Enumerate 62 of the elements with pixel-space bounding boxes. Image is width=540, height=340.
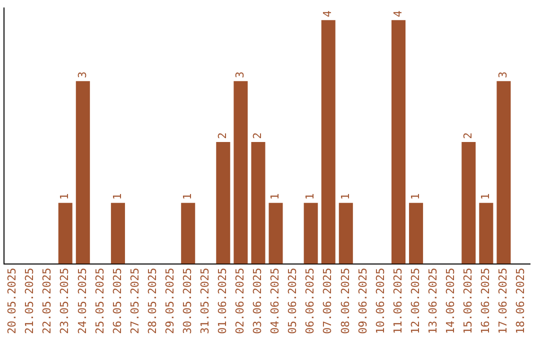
x-tick-label: 17.06.2025 — [496, 268, 510, 334]
bar — [496, 81, 511, 264]
x-tick-label: 13.06.2025 — [426, 268, 440, 334]
data-label: 1 — [408, 193, 422, 200]
data-label: 3 — [496, 71, 510, 78]
data-label: 2 — [216, 132, 230, 139]
data-label: 1 — [304, 193, 317, 200]
x-tick-label: 16.06.2025 — [479, 268, 492, 334]
x-tick-label: 22.05.2025 — [40, 268, 54, 334]
x-tick-label: 26.05.2025 — [110, 268, 124, 334]
bar — [216, 142, 230, 264]
bar — [76, 81, 90, 264]
bar — [181, 202, 196, 264]
data-label: 2 — [251, 132, 264, 139]
x-tick-label: 14.06.2025 — [444, 268, 457, 334]
x-tick-label: 12.06.2025 — [408, 268, 422, 334]
data-label: 1 — [338, 193, 352, 200]
x-tick-label: 20.05.2025 — [6, 268, 19, 334]
x-tick-label: 31.05.2025 — [198, 268, 212, 334]
x-tick-label: 11.06.2025 — [391, 268, 404, 334]
bar — [462, 142, 476, 264]
bar — [58, 202, 72, 264]
x-tick-label: 15.06.2025 — [461, 268, 474, 334]
x-tick-label: 23.05.2025 — [58, 268, 72, 334]
x-tick-label: 08.06.2025 — [338, 268, 352, 334]
x-tick-label: 27.05.2025 — [128, 268, 142, 334]
bar — [338, 202, 353, 264]
data-label: 4 — [321, 10, 334, 18]
x-tick-label: 02.06.2025 — [234, 268, 247, 334]
x-tick-label: 30.05.2025 — [180, 268, 194, 334]
x-tick-label: 06.06.2025 — [304, 268, 317, 334]
bar — [268, 202, 283, 264]
x-tick-label: 03.06.2025 — [251, 268, 264, 334]
x-tick-label: 10.06.2025 — [374, 268, 387, 334]
data-label: 1 — [58, 193, 72, 200]
data-label: 1 — [479, 193, 492, 200]
x-tick-label: 04.06.2025 — [268, 268, 282, 334]
x-tick-label: 05.06.2025 — [286, 268, 300, 334]
bar — [409, 202, 424, 264]
bar — [304, 202, 318, 264]
bar — [479, 202, 494, 264]
data-label: 3 — [234, 71, 247, 78]
bar — [234, 81, 248, 264]
x-tick-label: 21.05.2025 — [23, 268, 36, 334]
data-label: 1 — [180, 193, 194, 200]
data-label: 1 — [268, 193, 282, 200]
x-tick-label: 24.05.2025 — [76, 268, 89, 334]
data-label: 3 — [76, 71, 89, 78]
bar — [391, 20, 406, 264]
data-label: 4 — [391, 10, 404, 18]
x-tick-label: 09.06.2025 — [356, 268, 370, 334]
data-label: 2 — [461, 132, 474, 139]
bar — [321, 20, 336, 264]
x-tick-label: 29.05.2025 — [163, 268, 176, 334]
x-tick-label: 07.06.2025 — [321, 268, 334, 334]
x-tick-label: 01.06.2025 — [216, 268, 230, 334]
x-tick-label: 25.05.2025 — [93, 268, 106, 334]
x-tick-label: 28.05.2025 — [146, 268, 159, 334]
bar — [110, 202, 125, 264]
x-tick-label: 18.06.2025 — [514, 268, 528, 334]
bar — [251, 142, 266, 264]
data-label: 1 — [110, 193, 124, 200]
